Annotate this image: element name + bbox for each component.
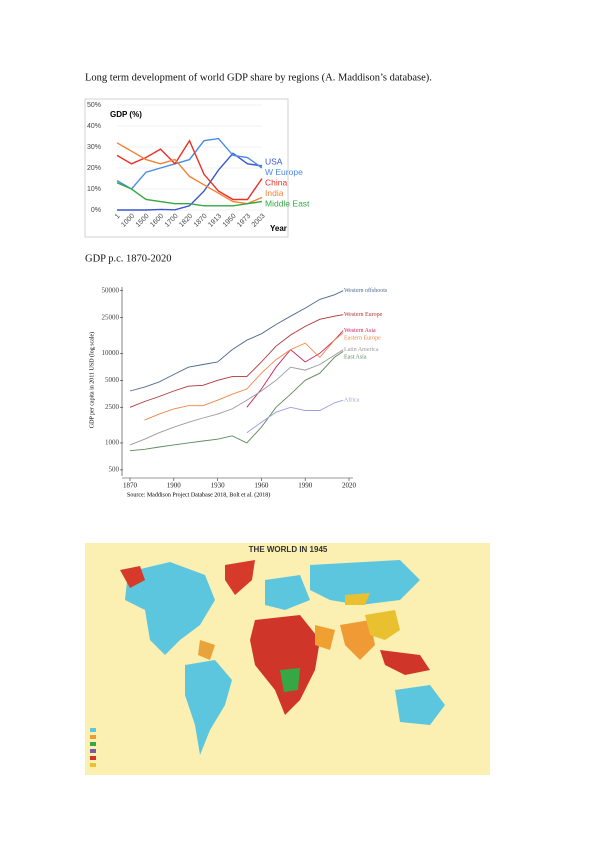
land bbox=[125, 562, 215, 655]
y-tick-label: 20% bbox=[87, 165, 101, 172]
series-line bbox=[116, 137, 263, 190]
y-tick-label: 30% bbox=[87, 144, 101, 151]
land bbox=[280, 668, 300, 692]
series-line bbox=[129, 290, 344, 392]
land bbox=[250, 615, 320, 715]
land bbox=[225, 560, 255, 595]
series-line bbox=[246, 330, 344, 408]
land bbox=[185, 660, 232, 755]
x-tick-label: 1900 bbox=[167, 482, 182, 490]
legend-label: India bbox=[265, 188, 284, 198]
legend-label: Western Asia bbox=[344, 328, 376, 334]
x-tick-label: 2020 bbox=[342, 482, 357, 490]
legend-label: Eastern Europe bbox=[344, 335, 381, 341]
land bbox=[345, 593, 370, 605]
series-line bbox=[144, 332, 344, 421]
x-tick-label: 1960 bbox=[254, 482, 269, 490]
series-line bbox=[129, 351, 344, 452]
x-tick-label: 1930 bbox=[211, 482, 226, 490]
y-tick-label: 50000 bbox=[102, 286, 120, 294]
series-line bbox=[116, 142, 263, 205]
y-tick-label: 50% bbox=[87, 102, 101, 109]
x-tick-label: 1990 bbox=[298, 482, 313, 490]
legend-label: Middle East bbox=[265, 198, 310, 208]
series-line bbox=[116, 182, 263, 207]
series-line bbox=[129, 349, 344, 446]
y-tick-label: 5000 bbox=[105, 376, 120, 384]
x-tick-label: 1 bbox=[114, 213, 122, 221]
axis-title: GDP per capita in 2011 USD (log scale) bbox=[88, 332, 95, 428]
land bbox=[365, 610, 400, 640]
axis-title: GDP (%) bbox=[110, 110, 142, 119]
legend-label: Western offshoots bbox=[344, 287, 388, 294]
y-tick-label: 1000 bbox=[105, 439, 120, 447]
map: THE WORLD IN 1945 bbox=[85, 543, 490, 775]
legend-label: East Asia bbox=[344, 354, 367, 360]
x-tick-label: 1870 bbox=[123, 482, 138, 490]
land bbox=[310, 560, 420, 605]
source-note: Source: Maddison Project Database 2018, … bbox=[127, 491, 270, 498]
legend-label: Africa bbox=[344, 397, 360, 404]
caption: GDP p.c. 1870-2020 bbox=[85, 253, 172, 264]
series-line bbox=[116, 139, 263, 201]
series-line bbox=[246, 399, 344, 434]
land bbox=[265, 575, 310, 610]
land bbox=[198, 640, 215, 660]
y-tick-label: 0% bbox=[91, 207, 101, 214]
land bbox=[120, 566, 145, 588]
axis-title: Year bbox=[270, 224, 287, 233]
land bbox=[340, 620, 375, 660]
land bbox=[380, 650, 430, 675]
y-tick-label: 10% bbox=[87, 186, 101, 193]
series-line bbox=[129, 314, 344, 408]
legend-label: W Europe bbox=[265, 167, 303, 177]
caption: Long term development of world GDP share… bbox=[85, 72, 432, 83]
land bbox=[315, 625, 335, 650]
y-tick-label: 2500 bbox=[105, 403, 120, 411]
land bbox=[395, 685, 445, 725]
y-tick-label: 25000 bbox=[102, 313, 120, 321]
y-tick-label: 40% bbox=[87, 123, 101, 130]
map-title: THE WORLD IN 1945 bbox=[249, 545, 328, 554]
y-tick-label: 500 bbox=[109, 466, 120, 474]
legend-label: Latin America bbox=[344, 347, 379, 353]
legend-label: USA bbox=[265, 156, 283, 166]
legend-label: Western Europe bbox=[344, 312, 383, 318]
legend-label: China bbox=[265, 177, 287, 187]
map-legend bbox=[90, 728, 96, 767]
y-tick-label: 10000 bbox=[102, 349, 120, 357]
